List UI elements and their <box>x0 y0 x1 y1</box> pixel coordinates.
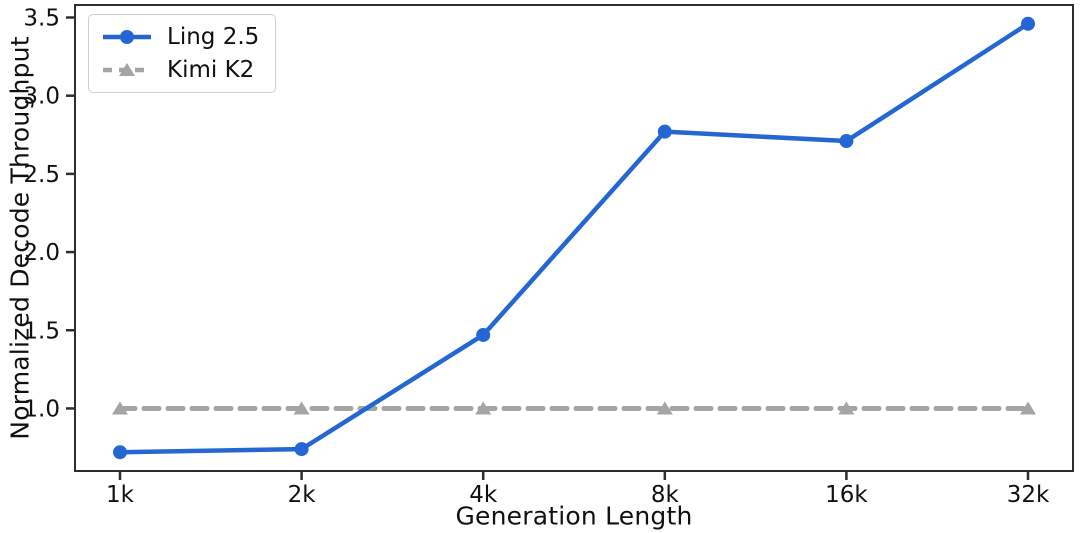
data-point-marker <box>113 445 127 460</box>
data-point-marker <box>656 401 673 415</box>
series-line-0 <box>117 21 1031 455</box>
data-point-marker <box>294 442 309 457</box>
legend-label: Kimi K2 <box>167 57 255 83</box>
x-axis-title: Generation Length <box>455 501 693 531</box>
x-tick-label: 16k <box>825 482 868 508</box>
data-point-marker <box>838 401 855 415</box>
legend-label: Ling 2.5 <box>167 24 260 50</box>
data-point-marker <box>1021 16 1035 31</box>
y-tick-label: 3.5 <box>23 6 60 32</box>
data-point-marker <box>657 124 672 139</box>
legend: Ling 2.5 Kimi K2 <box>88 14 277 93</box>
data-point-marker <box>476 327 491 342</box>
y-axis-title: Normalized Decode Throughput <box>5 36 35 440</box>
y-tick-label: 1.5 <box>23 318 60 344</box>
legend-item-ling-2-5: Ling 2.5 <box>101 24 259 50</box>
data-point-marker <box>1020 401 1036 415</box>
legend-item-kimi-k2: Kimi K2 <box>101 57 259 83</box>
x-tick-label: 8k <box>651 482 680 508</box>
y-tick-label: 1.0 <box>23 396 60 422</box>
y-tick-label: 2.5 <box>23 162 60 188</box>
y-tick-label: 3.0 <box>23 84 60 110</box>
data-point-marker <box>839 134 854 149</box>
x-tick-label: 1k <box>106 482 135 508</box>
dashed-line-triangle-marker-icon <box>103 63 151 76</box>
line-circle-marker-icon <box>103 30 151 44</box>
plot-frame <box>74 4 1074 472</box>
x-tick-label: 4k <box>469 482 498 508</box>
data-point-marker <box>112 401 128 415</box>
data-point-marker <box>293 401 310 415</box>
x-tick-label: 2k <box>288 482 317 508</box>
x-tick-label: 32k <box>1007 482 1050 508</box>
y-tick-label: 2.0 <box>23 240 60 266</box>
data-point-marker <box>475 401 492 415</box>
